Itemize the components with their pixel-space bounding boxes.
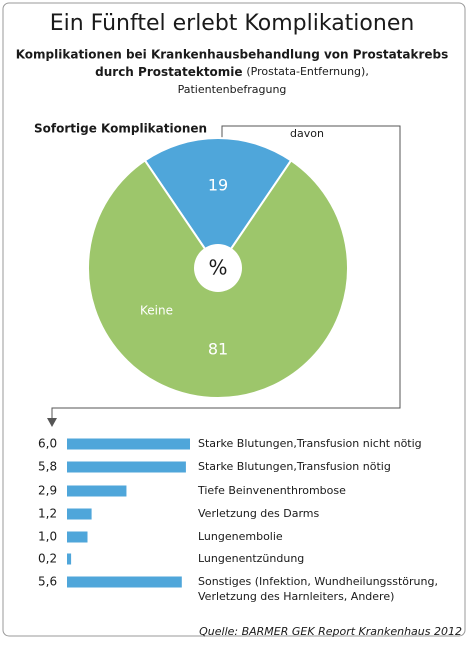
bar xyxy=(67,485,127,497)
pie-title: Sofortige Komplikationen xyxy=(34,122,207,136)
value-label: 5,8 xyxy=(38,460,57,474)
bar xyxy=(67,461,186,473)
subtitle-normal: (Prostata-Entfernung), xyxy=(246,65,368,78)
subtitle: Patientenbefragung xyxy=(178,83,287,96)
category-label: Sonstiges (Infektion, Wundheilungsstörun… xyxy=(198,575,438,603)
value-label: 6,0 xyxy=(38,437,57,451)
annotation: davon xyxy=(290,127,324,140)
value-label: 1,2 xyxy=(38,507,57,521)
source: Quelle: BARMER GEK Report Krankenhaus 20… xyxy=(199,625,462,638)
slice-value: 19 xyxy=(208,176,228,195)
bar xyxy=(67,438,190,450)
bracket xyxy=(51,125,401,418)
label-line: Sonstiges (Infektion, Wundheilungsstörun… xyxy=(198,575,438,588)
bar xyxy=(67,508,92,520)
slice-label: Keine xyxy=(140,304,173,318)
subtitle: durch Prostatektomie (Prostata-Entfernun… xyxy=(95,65,369,79)
value-label: 1,0 xyxy=(38,530,57,544)
label-line: Verletzung des Harnleiters, Andere) xyxy=(198,590,394,603)
category-label: Tiefe Beinvenenthrombose xyxy=(197,484,346,497)
subtitle-bold: durch Prostatektomie xyxy=(95,65,242,79)
value-label: 0,2 xyxy=(38,552,57,566)
bar xyxy=(67,553,72,565)
bar xyxy=(67,531,88,543)
category-label: Verletzung des Darms xyxy=(198,507,320,520)
bar xyxy=(67,576,182,588)
category-label: Starke Blutungen,Transfusion nötig xyxy=(198,460,391,473)
category-label: Lungenembolie xyxy=(198,530,283,543)
frame xyxy=(2,2,466,637)
pie: 19 81% xyxy=(87,137,349,399)
title: Ein Fünftel erlebt Komplikationen xyxy=(50,11,415,36)
center-hole xyxy=(194,244,242,292)
category-label: Starke Blutungen,Transfusion nicht nötig xyxy=(198,437,422,450)
value-label: 5,6 xyxy=(38,575,57,589)
bar-chart: 6,0 Starke Blutungen,Transfusion nicht nö… xyxy=(38,437,438,604)
center-label: % xyxy=(208,256,227,280)
value-label: 2,9 xyxy=(38,484,57,498)
arrow xyxy=(47,418,57,427)
pie-slice xyxy=(143,137,293,270)
category-label: Lungenentzündung xyxy=(198,552,304,565)
slice-value: 81 xyxy=(208,339,228,358)
subtitle: Komplikationen bei Krankenhausbehandlung… xyxy=(16,48,449,62)
